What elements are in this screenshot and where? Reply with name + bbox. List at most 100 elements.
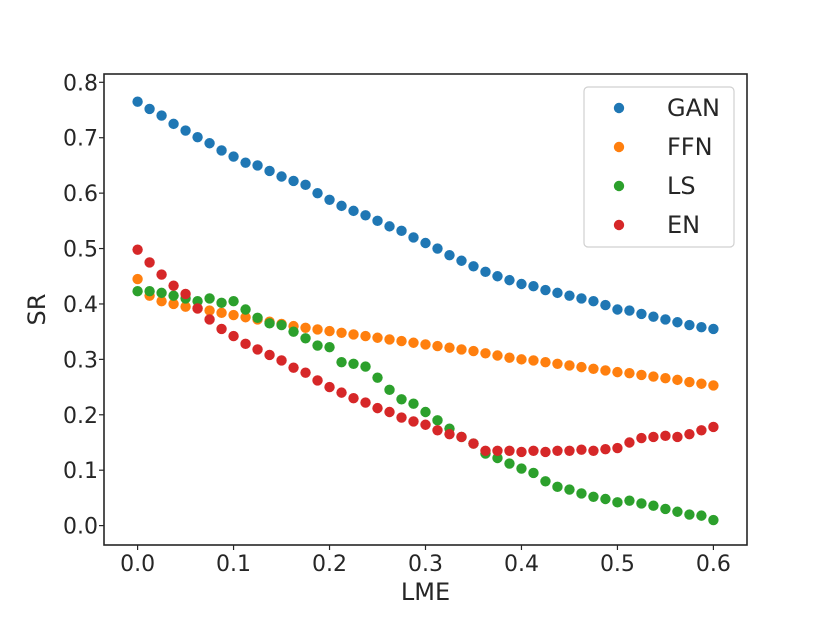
point-ffn-33: [528, 355, 539, 366]
point-en-25: [432, 425, 443, 436]
point-en-35: [552, 445, 563, 456]
point-ffn-7: [216, 307, 227, 319]
point-gan-29: [480, 266, 491, 278]
x-tick-label-2: 0.2: [312, 552, 347, 577]
point-gan-20: [372, 215, 383, 227]
point-ls-12: [276, 319, 287, 331]
point-en-41: [624, 437, 635, 448]
point-ls-15: [312, 340, 323, 351]
point-gan-0: [132, 96, 143, 107]
point-ffn-46: [684, 376, 695, 388]
point-gan-10: [252, 160, 263, 171]
legend-entry-ffn: FFN: [613, 133, 713, 161]
point-en-38: [588, 445, 599, 456]
point-gan-18: [348, 205, 359, 217]
point-ls-17: [336, 356, 347, 368]
point-en-9: [240, 338, 251, 350]
point-ffn-8: [228, 309, 239, 321]
point-gan-26: [444, 250, 455, 261]
x-tick-label-0: 0.0: [120, 552, 155, 577]
point-ffn-17: [336, 327, 347, 338]
point-en-26: [444, 428, 455, 440]
point-en-24: [420, 419, 431, 430]
point-ffn-48: [708, 380, 719, 391]
point-en-2: [156, 269, 167, 280]
x-axis-label: LME: [401, 578, 450, 606]
legend-label-en: EN: [667, 211, 700, 239]
point-en-47: [696, 425, 707, 436]
point-gan-8: [228, 151, 239, 162]
point-ls-11: [264, 318, 275, 329]
point-en-12: [276, 355, 287, 366]
point-gan-22: [396, 225, 407, 237]
point-ls-5: [192, 295, 203, 307]
point-en-46: [684, 428, 695, 440]
point-en-14: [300, 367, 311, 378]
point-en-8: [228, 330, 239, 342]
point-ffn-24: [420, 339, 431, 350]
point-ls-43: [648, 500, 659, 511]
point-ls-46: [684, 509, 695, 520]
point-en-27: [456, 431, 467, 443]
point-en-10: [252, 344, 263, 355]
point-gan-27: [456, 255, 467, 266]
point-gan-13: [288, 175, 299, 187]
point-en-42: [636, 432, 647, 444]
point-ffn-44: [660, 373, 671, 384]
y-tick-label-7: 0.7: [63, 127, 98, 152]
point-en-28: [468, 438, 479, 449]
y-tick-label-6: 0.6: [63, 182, 98, 207]
point-en-17: [336, 387, 347, 398]
point-ls-25: [432, 415, 443, 426]
point-ffn-4: [180, 301, 191, 312]
point-gan-21: [384, 221, 395, 232]
legend: GAN FFN LS EN: [583, 86, 735, 248]
point-gan-23: [408, 232, 419, 243]
point-gan-39: [600, 299, 611, 311]
point-en-44: [660, 430, 671, 442]
point-gan-31: [504, 274, 515, 286]
point-ls-47: [696, 510, 707, 521]
point-ffn-26: [444, 342, 455, 353]
series-en: [132, 244, 719, 458]
point-gan-4: [180, 125, 191, 136]
point-ls-8: [228, 295, 239, 307]
point-ffn-9: [240, 312, 251, 323]
point-ffn-32: [516, 354, 527, 365]
point-gan-44: [660, 314, 671, 325]
x-tick-label-4: 0.4: [504, 552, 539, 577]
point-ls-23: [408, 398, 419, 409]
x-tick-label-3: 0.3: [408, 552, 443, 577]
point-ffn-39: [600, 365, 611, 376]
point-ffn-20: [372, 332, 383, 343]
point-ls-36: [564, 484, 575, 495]
point-gan-17: [336, 200, 347, 212]
point-en-20: [372, 402, 383, 414]
point-gan-19: [360, 210, 371, 221]
point-en-15: [312, 375, 323, 386]
point-gan-7: [216, 145, 227, 156]
y-tick-label-2: 0.2: [63, 404, 98, 429]
point-ls-32: [516, 463, 527, 474]
point-ffn-2: [156, 295, 167, 307]
point-en-45: [672, 431, 683, 443]
point-ls-33: [528, 467, 539, 479]
point-ls-3: [168, 290, 179, 301]
point-ffn-34: [540, 356, 551, 368]
point-en-33: [528, 445, 539, 456]
point-en-11: [264, 349, 275, 361]
point-ls-35: [552, 481, 563, 493]
point-en-36: [564, 445, 575, 456]
point-ls-18: [348, 358, 359, 369]
point-ffn-31: [504, 352, 515, 363]
y-tick-label-3: 0.3: [63, 348, 98, 373]
point-en-1: [144, 257, 155, 268]
point-ls-13: [288, 326, 299, 337]
point-ls-24: [420, 406, 431, 418]
point-en-34: [540, 446, 551, 458]
point-en-37: [576, 444, 587, 455]
x-tick-label-5: 0.5: [600, 552, 635, 577]
point-ls-31: [504, 458, 515, 469]
point-gan-3: [168, 118, 179, 130]
